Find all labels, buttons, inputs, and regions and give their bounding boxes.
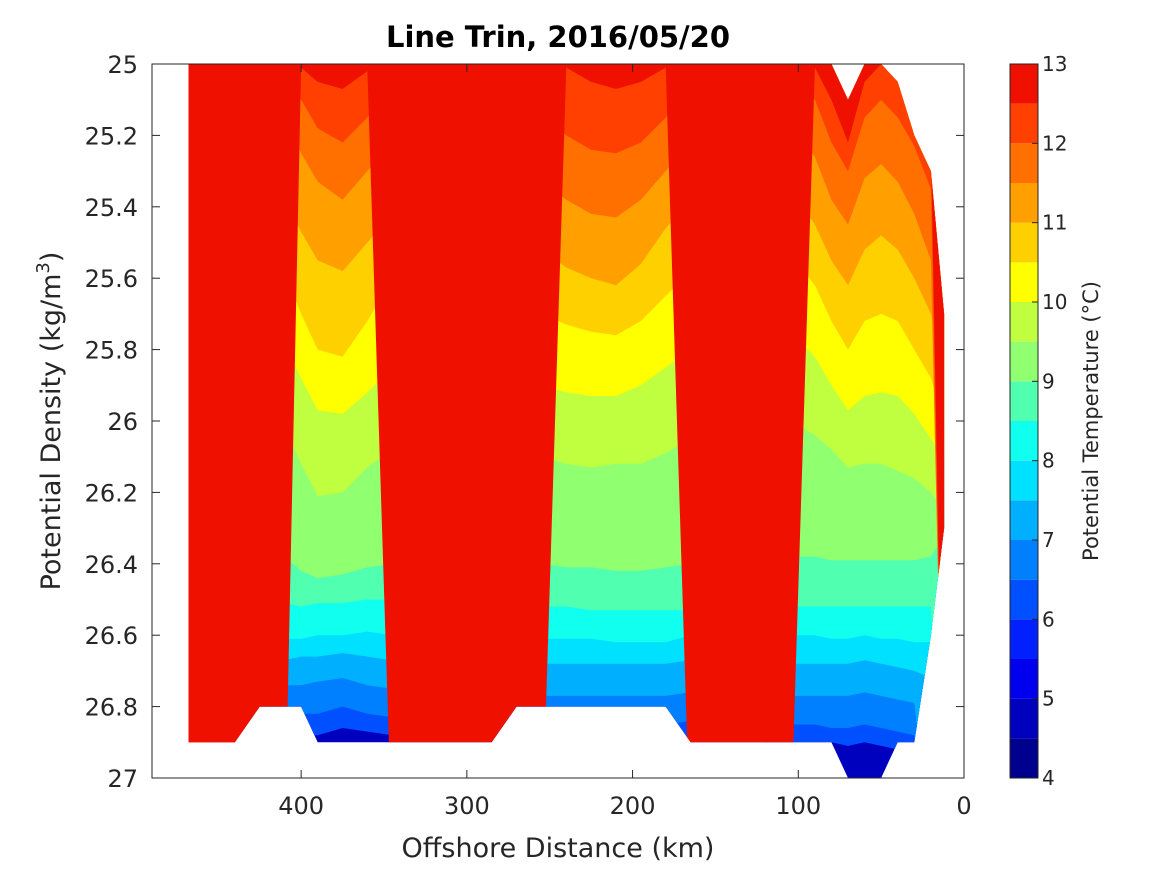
y-tick-label: 25.2 [85, 122, 138, 150]
colorbar-segment [1010, 421, 1038, 461]
colorbar-tick-label: 10 [1042, 290, 1067, 314]
colorbar-segment [1010, 540, 1038, 580]
colorbar-segment [1010, 143, 1038, 183]
colorbar-tick-label: 5 [1042, 687, 1055, 711]
colorbar-segment [1010, 500, 1038, 540]
y-tick-label: 25 [107, 51, 138, 79]
colorbar-segment [1010, 222, 1038, 263]
y-tick-label: 26 [107, 408, 138, 436]
colorbar-segment [1010, 302, 1038, 342]
colorbar-segment [1010, 103, 1038, 144]
y-tick-label: 26.8 [85, 694, 138, 722]
contour-fill-group [188, 64, 945, 778]
colorbar-segment [1010, 341, 1038, 382]
x-axis: 400 300 200 100 0 [278, 64, 972, 820]
x-tick-label: 0 [956, 792, 971, 820]
x-tick-label: 300 [444, 792, 490, 820]
chart-title: Line Trin, 2016/05/20 [386, 20, 730, 54]
y-axis-label: Potential Density (kg/m3) [33, 252, 67, 591]
colorbar-tick-label: 12 [1042, 131, 1067, 155]
contour-band-12 [188, 64, 945, 778]
colorbar-segment [1010, 619, 1038, 659]
colorbar-segment [1010, 579, 1038, 620]
colorbar-tick-label: 13 [1042, 52, 1067, 76]
colorbar-tick-label: 9 [1042, 369, 1055, 393]
colorbar-segment [1010, 698, 1038, 739]
x-tick-label: 100 [775, 792, 821, 820]
colorbar-tick-label: 11 [1042, 211, 1067, 235]
x-tick-label: 200 [610, 792, 656, 820]
y-tick-label: 26.4 [85, 551, 138, 579]
colorbar-segment [1010, 659, 1038, 699]
y-tick-label: 25.8 [85, 337, 138, 365]
colorbar-tick-label: 8 [1042, 449, 1055, 473]
colorbar-frame [1009, 63, 1039, 779]
y-tick-label: 25.6 [85, 265, 138, 293]
y-tick-label: 26.2 [85, 479, 138, 507]
colorbar-tick-label: 7 [1042, 528, 1055, 552]
colorbar-tick-label: 4 [1042, 766, 1055, 790]
y-tick-label: 25.4 [85, 194, 138, 222]
y-tick-label: 27 [107, 765, 138, 793]
x-axis-label: Offshore Distance (km) [402, 833, 715, 864]
colorbar-segment [1010, 738, 1038, 778]
y-axis: 25 25.2 25.4 25.6 25.8 26 26.2 26.4 26.6 26.8 27 [85, 51, 964, 793]
colorbar-segment [1010, 64, 1038, 104]
y-tick-label: 26.6 [85, 622, 138, 650]
colorbar-segment [1010, 183, 1038, 223]
colorbar-segment [1010, 262, 1038, 302]
x-tick-label: 400 [278, 792, 324, 820]
colorbar-label: Potential Temperature (°C) [1079, 281, 1103, 561]
colorbar-segment [1010, 460, 1038, 501]
colorbar: 4 5 6 7 8 9 10 11 12 13 [1009, 52, 1067, 790]
colorbar-segment [1010, 381, 1038, 421]
colorbar-tick-label: 6 [1042, 607, 1055, 631]
